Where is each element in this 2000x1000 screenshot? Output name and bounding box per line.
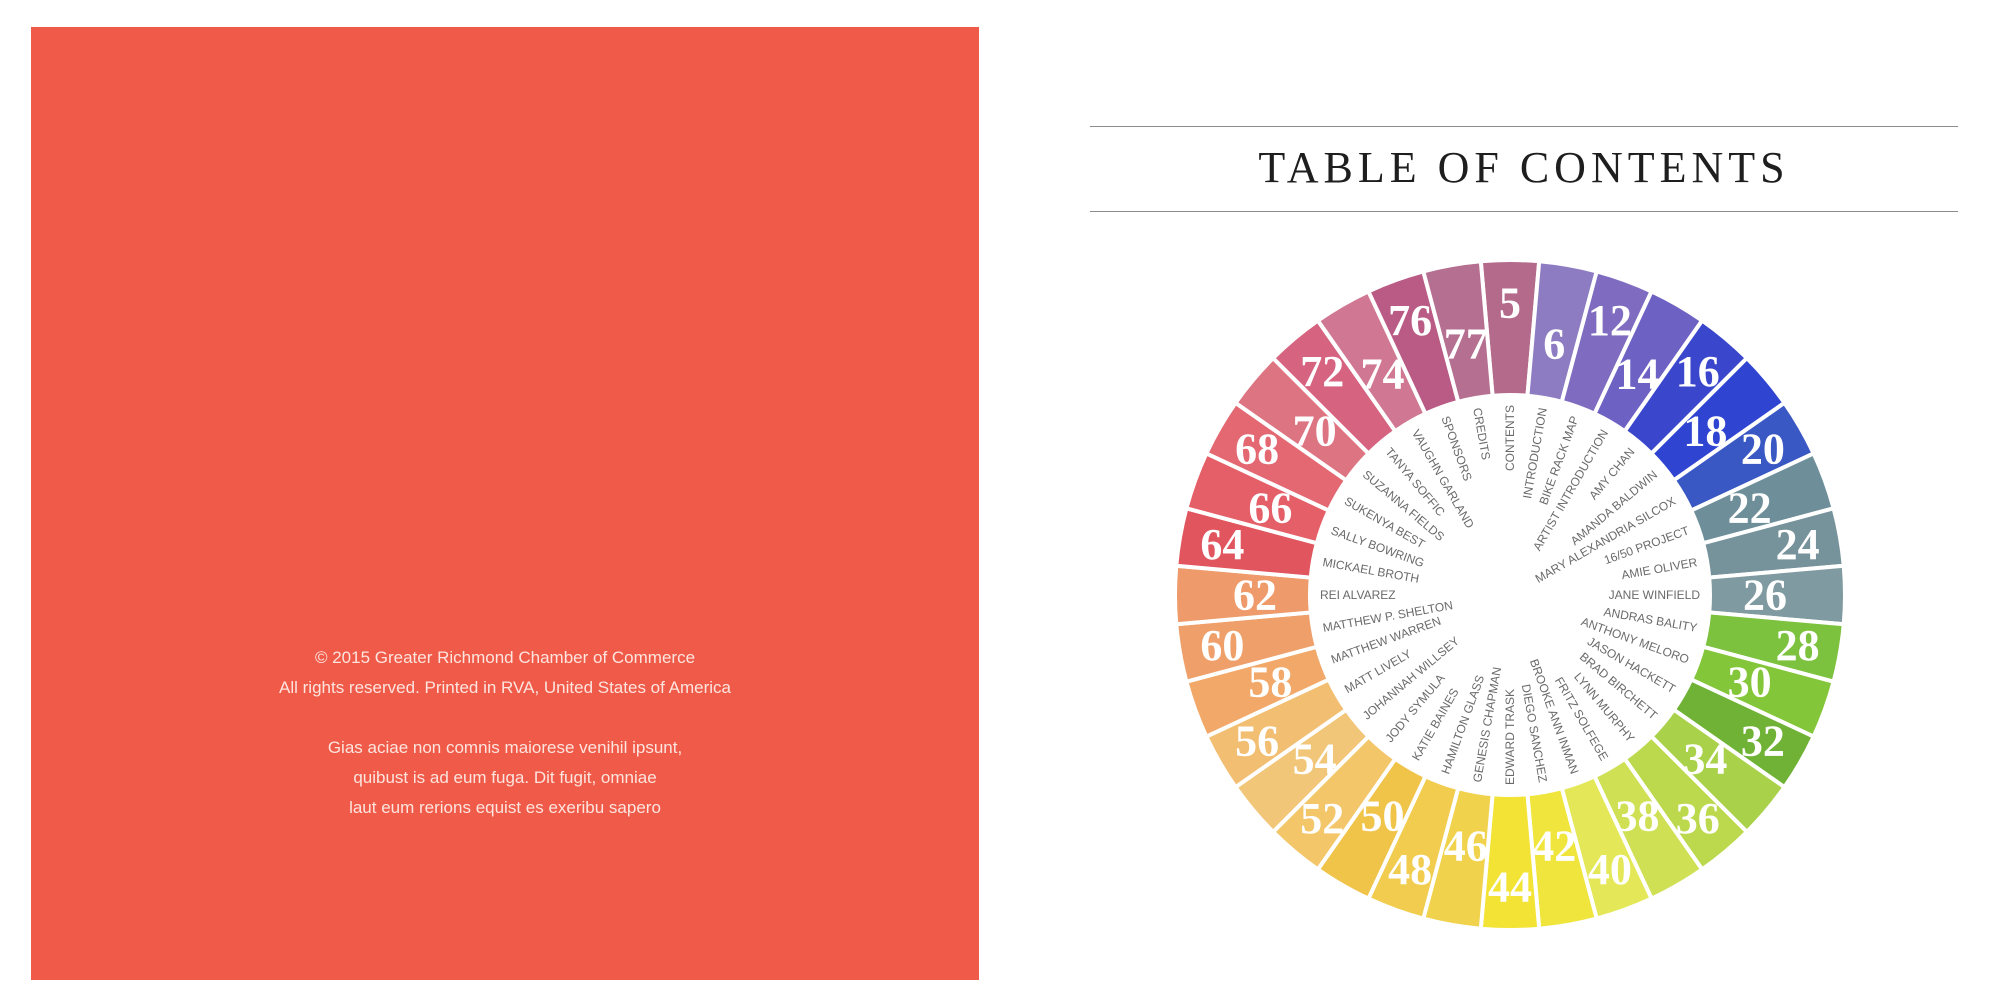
copyright-line: © 2015 Greater Richmond Chamber of Comme…: [314, 648, 696, 667]
toc-page-number: 22: [1728, 483, 1772, 532]
toc-page-number: 6: [1543, 319, 1565, 368]
toc-entry-name: JANE WINFIELD: [1609, 588, 1701, 602]
toc-entry-name: CREDITS: [1470, 407, 1493, 461]
toc-page-number: 50: [1361, 791, 1405, 840]
toc-entry-name: AMIE OLIVER: [1620, 555, 1698, 582]
toc-page-number: 70: [1293, 407, 1337, 456]
toc-page-number: 72: [1300, 347, 1344, 396]
wheel-segment: [1420, 259, 1495, 405]
body-line: Gias aciae non comnis maiorese venihil i…: [327, 738, 683, 757]
toc-page-number: 26: [1743, 571, 1787, 620]
toc-entry-name: EDWARD TRASK: [1503, 689, 1517, 785]
toc-page-number: 52: [1300, 794, 1344, 843]
toc-page-number: 5: [1499, 279, 1521, 328]
toc-page-number: 68: [1235, 425, 1279, 474]
copyright-block: © 2015 Greater Richmond Chamber of Comme…: [31, 643, 979, 823]
toc-page-number: 30: [1728, 658, 1772, 707]
toc-page-number: 12: [1588, 296, 1632, 345]
wheel-segments: [1173, 258, 1847, 932]
toc-page-number: 42: [1532, 822, 1576, 871]
toc-page-number: 14: [1616, 350, 1660, 399]
right-page: TABLE OF CONTENTS: [1000, 0, 2000, 1000]
toc-page-number: 32: [1741, 717, 1785, 766]
toc-page-number: 20: [1741, 425, 1785, 474]
toc-page-number: 24: [1776, 520, 1820, 569]
toc-page-number: 58: [1248, 658, 1292, 707]
toc-entry-name: CONTENTS: [1503, 405, 1517, 471]
toc-page-number: 77: [1444, 319, 1488, 368]
toc-page-number: 64: [1200, 520, 1244, 569]
toc-entry-name: REI ALVAREZ: [1320, 588, 1396, 602]
toc-page-number: 62: [1233, 571, 1277, 620]
toc-page-number: 44: [1488, 863, 1532, 912]
toc-page-number: 38: [1616, 791, 1660, 840]
toc-page-number: 46: [1444, 822, 1488, 871]
toc-page-number: 76: [1388, 296, 1432, 345]
rights-line: All rights reserved. Printed in RVA, Uni…: [279, 678, 731, 697]
toc-page-number: 54: [1293, 734, 1337, 783]
left-page: © 2015 Greater Richmond Chamber of Comme…: [31, 27, 979, 980]
toc-page-number: 56: [1235, 717, 1279, 766]
toc-page-number: 48: [1388, 845, 1432, 894]
toc-page-number: 66: [1248, 483, 1292, 532]
title-rule-top: [1090, 126, 1958, 127]
toc-page-number: 36: [1676, 794, 1720, 843]
toc-page-number: 16: [1676, 347, 1720, 396]
toc-page-number: 28: [1776, 621, 1820, 670]
toc-page-number: 74: [1361, 350, 1405, 399]
toc-page-number: 40: [1588, 845, 1632, 894]
toc-page-number: 34: [1683, 734, 1727, 783]
title-rule-bottom: [1090, 211, 1958, 212]
toc-page-number: 60: [1200, 621, 1244, 670]
body-line: quibust is ad eum fuga. Dit fugit, omnia…: [353, 768, 657, 787]
toc-page-number: 18: [1683, 407, 1727, 456]
page-title: TABLE OF CONTENTS: [1258, 143, 1790, 192]
body-line: laut eum rerions equist es exeribu saper…: [349, 798, 661, 817]
